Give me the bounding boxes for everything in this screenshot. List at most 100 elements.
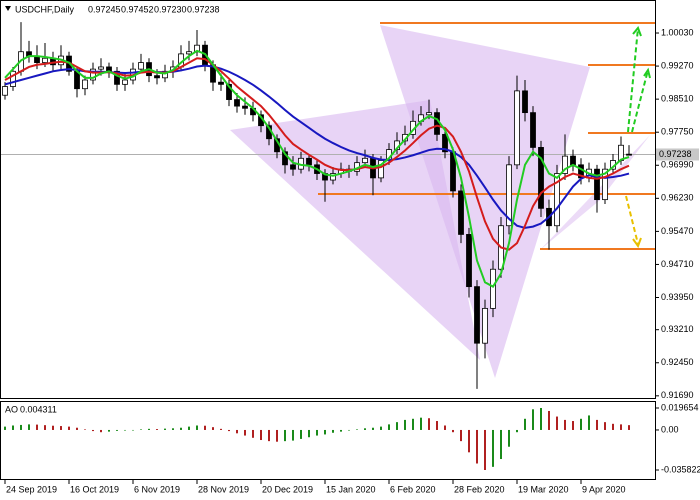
ao-bar: [540, 408, 542, 430]
ao-bar: [28, 424, 30, 430]
candle-body: [474, 286, 480, 344]
candle-body: [218, 81, 224, 85]
ao-bar: [164, 428, 166, 430]
candle-body: [122, 79, 128, 85]
ao-bar: [212, 427, 214, 430]
y-tick-label: 0.92450: [661, 357, 694, 367]
candle-body: [426, 112, 432, 116]
ao-bar: [596, 419, 598, 430]
candle-body: [2, 86, 8, 96]
x-tick-label: 20 Dec 2019: [262, 484, 313, 494]
ao-bar: [628, 425, 630, 430]
candle-body: [602, 168, 608, 201]
ao-bar: [244, 429, 246, 436]
ao-bar: [4, 426, 6, 430]
ma-line: [4, 49, 630, 288]
ao-bar: [444, 425, 446, 430]
ao-tick-label: -0.035822: [661, 464, 700, 474]
ao-title: AO: [5, 404, 18, 414]
ao-bar: [460, 429, 462, 442]
price-tag: [656, 148, 699, 161]
candle-body: [594, 168, 600, 201]
header-icon: [5, 6, 11, 11]
candle-body: [490, 268, 496, 309]
candle-body: [154, 75, 160, 79]
x-tick-label: 28 Nov 2019: [198, 484, 249, 494]
ao-bar: [276, 429, 278, 442]
candle-body: [282, 151, 288, 166]
ao-bar: [388, 424, 390, 430]
ao-bar: [180, 427, 182, 430]
ao-bar: [228, 429, 230, 432]
y-tick-label: 0.93210: [661, 324, 694, 334]
ao-bar: [508, 429, 510, 447]
candle-body: [458, 190, 464, 235]
ao-bar: [300, 429, 302, 439]
candle-body: [242, 105, 248, 109]
ao-bar: [348, 429, 350, 431]
ao-bar: [220, 428, 222, 430]
y-tick-label: 0.94710: [661, 259, 694, 269]
ao-bar: [60, 426, 62, 430]
ao-bar: [308, 429, 310, 438]
ao-bar: [372, 427, 374, 430]
ao-bar: [84, 429, 86, 430]
ao-bar: [172, 428, 174, 430]
ao-bar: [260, 429, 262, 441]
x-tick-label: 28 Feb 2020: [454, 484, 505, 494]
ao-bar: [252, 429, 254, 438]
ao-bar: [500, 429, 502, 460]
y-tick-label: 0.97750: [661, 127, 694, 137]
arrow-up: [631, 69, 649, 133]
y-tick-label: 0.95470: [661, 226, 694, 236]
ao-bar: [68, 426, 70, 430]
ao-bar: [404, 419, 406, 430]
y-tick-label: 0.96230: [661, 193, 694, 203]
x-tick-label: 6 Feb 2020: [390, 484, 436, 494]
ao-bar: [412, 418, 414, 430]
x-tick-label: 9 Apr 2020: [582, 484, 626, 494]
candle-body: [522, 90, 528, 114]
x-tick-label: 24 Sep 2019: [6, 484, 57, 494]
ao-bar: [492, 429, 494, 467]
ao-bar: [204, 425, 206, 430]
price-tag-label: 0.97238: [659, 149, 692, 159]
ao-bar: [108, 429, 110, 432]
ao-bar: [188, 426, 190, 430]
ao-bar: [548, 410, 550, 430]
arrow-down: [625, 195, 639, 245]
candle-body: [42, 57, 48, 63]
ao-bar: [44, 425, 46, 430]
candle-body: [290, 164, 296, 170]
ao-bar: [532, 409, 534, 430]
ao-bar: [588, 415, 590, 430]
y-tick-label: 0.93950: [661, 292, 694, 302]
arrow-head: [632, 237, 642, 249]
candle-body: [506, 164, 512, 227]
ao-bar: [428, 418, 430, 430]
ao-bar: [124, 429, 126, 431]
y-tick-label: 0.91690: [661, 390, 694, 400]
candle-body: [554, 173, 560, 227]
ao-bar: [484, 429, 486, 470]
quote-high: 0.97452: [121, 4, 154, 14]
ao-bar: [364, 428, 366, 430]
y-tick-label: 0.96990: [661, 160, 694, 170]
ao-bar: [324, 429, 326, 435]
candle-body: [530, 112, 536, 148]
candle-body: [138, 62, 144, 70]
arrow-up: [627, 27, 639, 133]
ao-bar: [316, 429, 318, 436]
ao-bar: [452, 429, 454, 433]
price-plot: [1, 22, 655, 389]
ao-bar: [380, 426, 382, 430]
ao-bar: [12, 425, 14, 430]
ao-bar: [332, 429, 334, 433]
candle-body: [482, 307, 488, 344]
quote-low: 0.97230: [154, 4, 187, 14]
y-tick-label: 1.00030: [661, 27, 694, 37]
ao-panel: [0, 401, 656, 480]
candle-body: [234, 99, 240, 107]
x-tick-label: 19 Mar 2020: [518, 484, 569, 494]
